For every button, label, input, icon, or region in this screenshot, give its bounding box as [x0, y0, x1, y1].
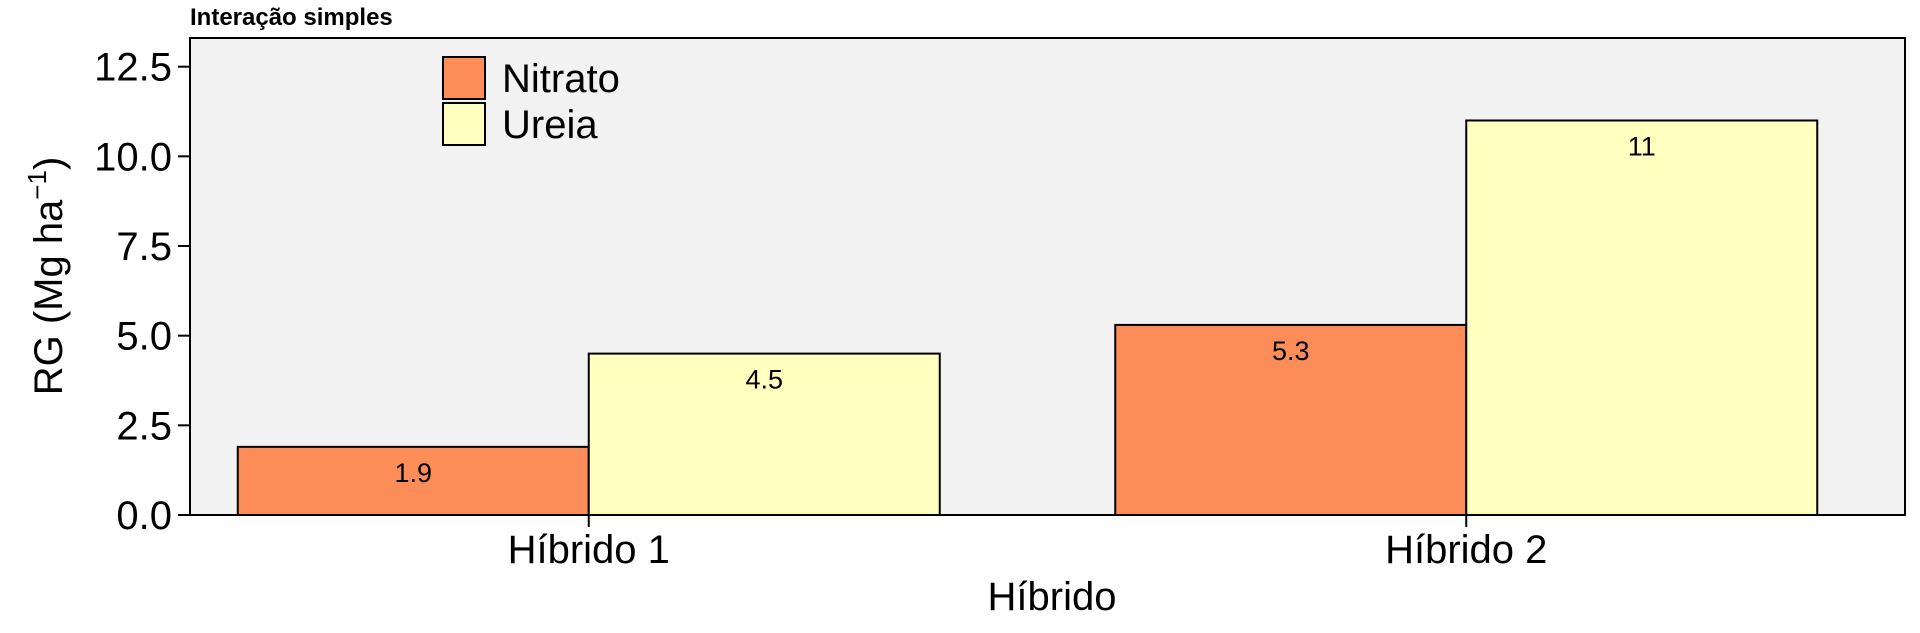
- data-label-nitrato-1: 1.9: [394, 458, 432, 488]
- bar-ureia-1: [587, 352, 941, 516]
- y-axis-title: RG (Mg ha−1): [22, 157, 71, 396]
- y-tick-label: 5.0: [116, 315, 172, 359]
- bar-ureia-2: [1465, 119, 1819, 517]
- legend-label-nitrato: Nitrato: [502, 57, 620, 101]
- y-axis-title-close: ): [27, 157, 71, 170]
- y-tick-label: 10.0: [94, 135, 172, 179]
- data-label-ureia-1: 4.5: [745, 365, 783, 395]
- x-axis-title: Híbrido: [988, 575, 1117, 619]
- chart-title: Interação simples: [190, 4, 393, 31]
- legend-swatch-ureia: [442, 102, 486, 146]
- x-axis: Híbrido 1 Híbrido 2: [508, 515, 1547, 572]
- data-label-nitrato-2: 5.3: [1272, 336, 1310, 366]
- y-tick-label: 0.0: [116, 494, 172, 538]
- y-tick-label: 2.5: [116, 404, 172, 448]
- x-tick-label: Híbrido 2: [1385, 528, 1547, 572]
- legend-swatch-nitrato: [442, 56, 486, 100]
- x-tick-label: Híbrido 1: [508, 528, 670, 572]
- y-axis-title-main: RG (Mg ha: [27, 199, 71, 395]
- bar-nitrato-1: [236, 445, 590, 517]
- y-axis-title-superscript: −1: [22, 170, 52, 200]
- y-tick-label: 7.5: [116, 225, 172, 269]
- y-axis: 0.0 2.5 5.0 7.5 10.0 12.5: [94, 46, 190, 538]
- bar-nitrato-2: [1114, 323, 1468, 516]
- bars-layer: 1.9 4.5 5.3 11: [236, 119, 1819, 517]
- data-label-ureia-2: 11: [1628, 131, 1656, 161]
- legend-label-ureia: Ureia: [502, 103, 598, 147]
- y-tick-label: 12.5: [94, 46, 172, 90]
